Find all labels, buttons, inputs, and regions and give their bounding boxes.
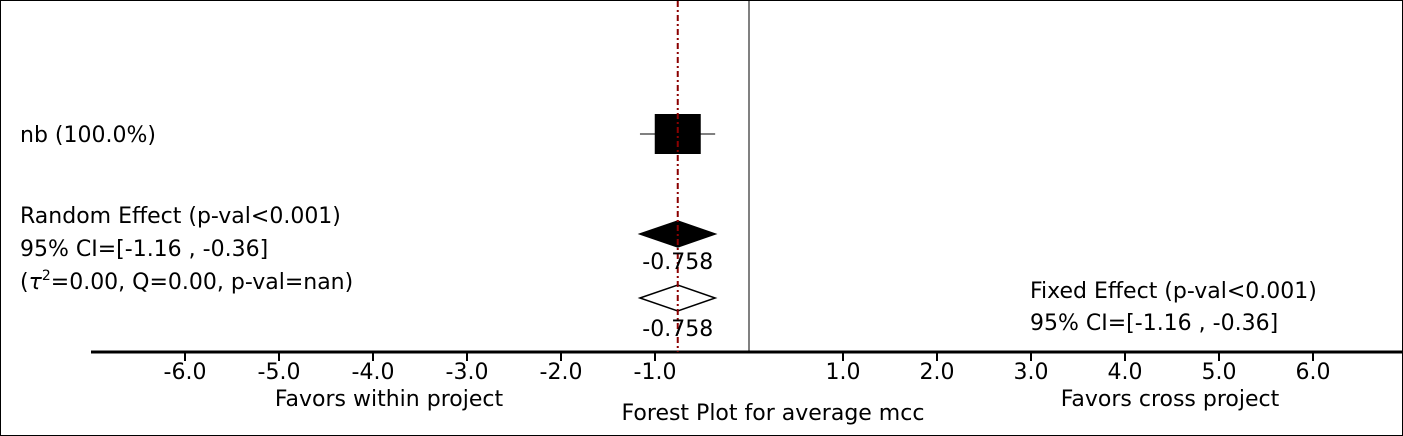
random-effect-heterogeneity: (τ2=0.00, Q=0.00, p-val=nan)	[20, 268, 353, 295]
random-effect-value-label: -0.758	[642, 250, 713, 275]
x-tick-label: 2.0	[920, 360, 955, 385]
x-tick-label: -5.0	[258, 360, 301, 385]
favors-left-label: Favors within project	[275, 387, 504, 412]
heterogeneity-values: =0.00, Q=0.00, p-val=nan)	[51, 270, 353, 295]
chart-title: Forest Plot for average mcc	[622, 401, 925, 426]
x-tick-label: -3.0	[446, 360, 489, 385]
study-label: nb (100.0%)	[20, 123, 156, 148]
tau-superscript: 2	[42, 268, 51, 284]
x-tick-label: -4.0	[352, 360, 395, 385]
favors-right-label: Favors cross project	[1061, 387, 1280, 412]
x-tick-label: 1.0	[826, 360, 861, 385]
fixed-effect-ci: 95% CI=[-1.16 , -0.36]	[1030, 311, 1278, 336]
x-tick-label: 6.0	[1296, 360, 1331, 385]
x-tick-label: 4.0	[1108, 360, 1143, 385]
x-tick-label: -6.0	[164, 360, 207, 385]
x-axis-ticks: -6.0 -5.0 -4.0 -3.0 -2.0 -1.0 1.0 2.0 3.0 4.0 5.0 6…	[164, 352, 1331, 385]
x-tick-label: -2.0	[540, 360, 583, 385]
tau-symbol: τ	[29, 270, 43, 295]
x-tick-label: 5.0	[1202, 360, 1237, 385]
x-tick-label: 3.0	[1014, 360, 1049, 385]
random-effect-title: Random Effect (p-val<0.001)	[20, 204, 341, 229]
random-effect-ci: 95% CI=[-1.16 , -0.36]	[20, 237, 268, 262]
study-weight-box	[654, 114, 701, 154]
fixed-effect-title: Fixed Effect (p-val<0.001)	[1030, 279, 1317, 304]
x-tick-label: -1.0	[634, 360, 677, 385]
fixed-effect-value-label: -0.758	[642, 317, 713, 342]
